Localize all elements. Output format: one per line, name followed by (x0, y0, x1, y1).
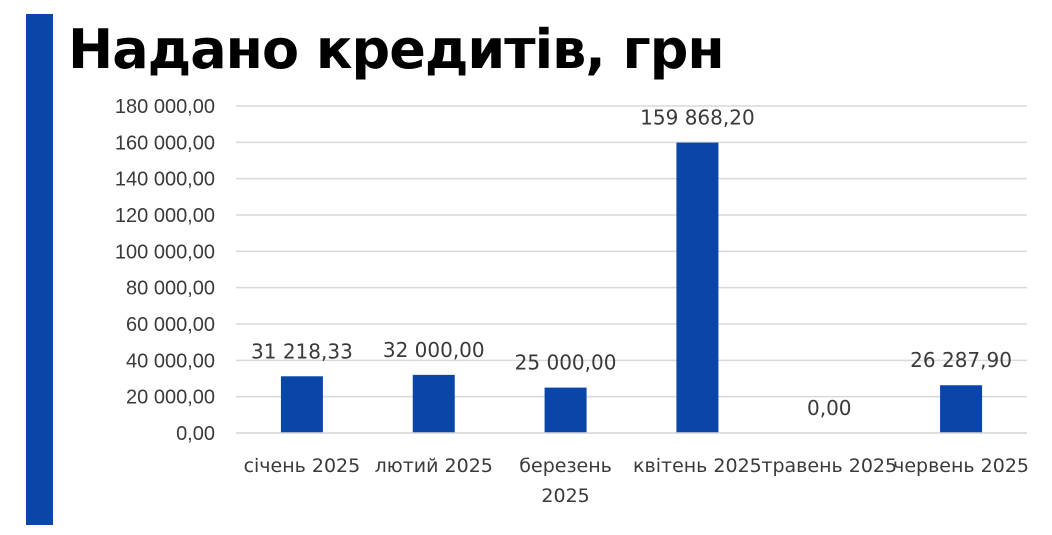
x-tick-label: квітень 2025 (633, 455, 762, 477)
data-label: 0,00 (807, 396, 852, 420)
y-tick-label: 20 000,00 (126, 387, 215, 409)
data-label: 26 287,90 (910, 348, 1012, 372)
y-tick-label: 180 000,00 (115, 96, 215, 118)
data-label: 25 000,00 (515, 351, 617, 375)
y-tick-label: 0,00 (176, 423, 215, 445)
y-tick-label: 60 000,00 (126, 314, 215, 336)
x-tick-label: травень 2025 (761, 455, 897, 477)
page-title: Надано кредитів, грн (68, 18, 725, 81)
bar (544, 387, 587, 433)
y-tick-label: 160 000,00 (115, 132, 215, 154)
bar (940, 385, 983, 433)
data-label: 159 868,20 (640, 106, 755, 130)
y-tick-label: 140 000,00 (115, 169, 215, 191)
bar (412, 374, 455, 433)
x-tick-label: січень 2025 (244, 455, 361, 477)
bar (676, 142, 719, 434)
y-tick-label: 120 000,00 (115, 205, 215, 227)
data-label: 31 218,33 (251, 339, 353, 363)
bar (280, 376, 323, 433)
x-tick-label: лютий 2025 (375, 455, 493, 477)
data-label: 32 000,00 (383, 338, 485, 362)
x-tick-label: березень 2025 (519, 455, 612, 507)
y-tick-label: 100 000,00 (115, 241, 215, 263)
accent-bar (26, 14, 53, 525)
x-tick-label: червень 2025 (893, 455, 1029, 477)
y-tick-label: 40 000,00 (126, 350, 215, 372)
y-tick-label: 80 000,00 (126, 278, 215, 300)
